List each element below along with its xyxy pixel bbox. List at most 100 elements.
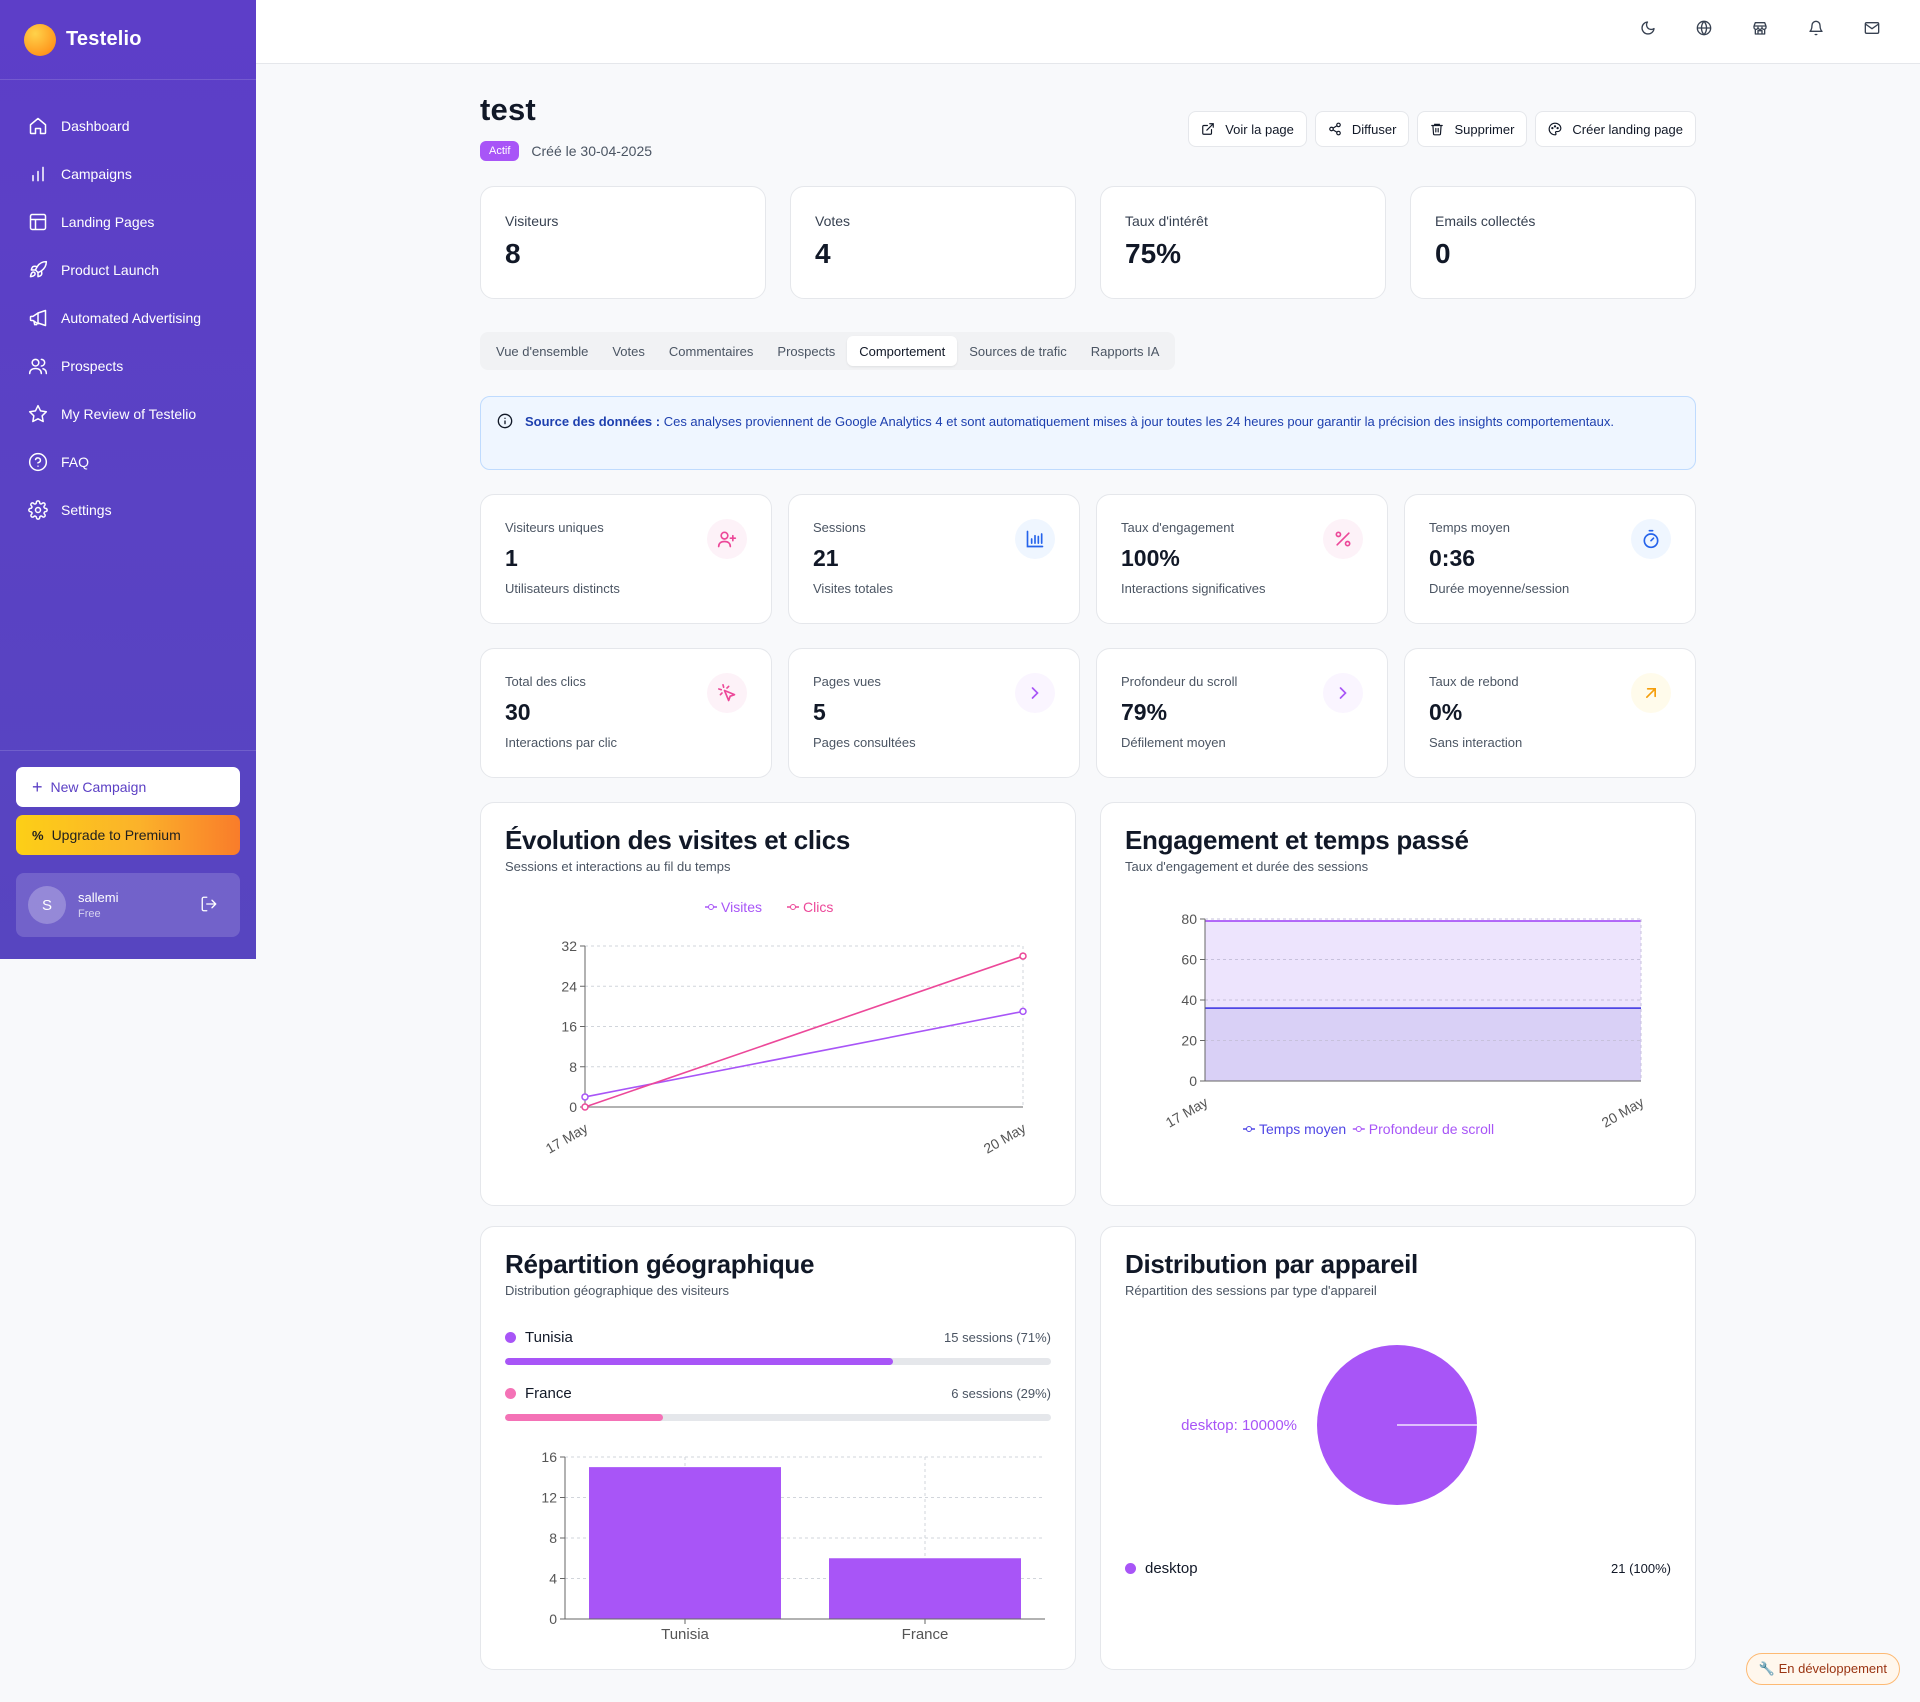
tab-ai-reports[interactable]: Rapports IA — [1090, 343, 1160, 359]
y-tick-label: 0 — [569, 1099, 577, 1115]
store-icon[interactable] — [1752, 20, 1768, 36]
x-tick-label: 17 May — [1163, 1094, 1211, 1131]
user-plan: Free — [78, 908, 101, 920]
trash-icon — [1431, 123, 1444, 136]
data-point — [581, 1093, 589, 1101]
user-name: sallemi — [78, 890, 119, 905]
create-landing-button[interactable]: Créer landing page — [1535, 111, 1696, 147]
sidebar-item-product-launch[interactable]: Product Launch — [0, 246, 256, 294]
stat-label: Taux d'intérêt — [1125, 213, 1208, 229]
tab-comments[interactable]: Commentaires — [668, 343, 754, 359]
sidebar-item-prospects[interactable]: Prospects — [0, 342, 256, 390]
tab-behavior[interactable]: Comportement — [847, 336, 958, 366]
device-dot — [1125, 1563, 1136, 1574]
metric-label: Taux d'engagement — [1121, 520, 1235, 535]
panel-subtitle: Taux d'engagement et durée des sessions — [1125, 859, 1369, 874]
metric-value: 0% — [1429, 699, 1463, 725]
sidebar-item-label: FAQ — [61, 454, 90, 470]
sidebar-item-landing-pages[interactable]: Landing Pages — [0, 198, 256, 246]
view-page-button[interactable]: Voir la page — [1188, 111, 1307, 147]
sidebar-item-settings[interactable]: Settings — [0, 486, 256, 534]
upgrade-premium-button[interactable]: % Upgrade to Premium — [16, 815, 240, 855]
bar — [589, 1467, 781, 1619]
sidebar-item-campaigns[interactable]: Campaigns — [0, 150, 256, 198]
metric-value: 5 — [813, 699, 826, 725]
device-meta: 21 (100%) — [1611, 1561, 1671, 1576]
layout-icon — [29, 213, 47, 231]
y-tick-label: 60 — [1181, 952, 1197, 968]
metric-label: Taux de rebond — [1429, 674, 1519, 689]
panel-title: Évolution des visites et clics — [505, 825, 851, 855]
avatar: S — [28, 886, 66, 924]
metric-label: Temps moyen — [1429, 520, 1510, 535]
tab-prospects[interactable]: Prospects — [777, 343, 836, 359]
bar-chart-icon — [32, 166, 44, 182]
status-row: Actif Créé le 30-04-2025 — [480, 141, 652, 161]
panel-subtitle: Distribution géographique des visiteurs — [505, 1283, 730, 1298]
device-name: desktop — [1125, 1560, 1198, 1577]
moon-icon[interactable] — [1640, 20, 1656, 36]
sidebar-item-automated-advertising[interactable]: Automated Advertising — [0, 294, 256, 342]
legend-label: Temps moyen — [1259, 1121, 1346, 1137]
mail-icon[interactable] — [1864, 20, 1880, 36]
pie-label: desktop: 10000% — [1181, 1417, 1297, 1434]
engagement-panel: Engagement et temps passé Taux d'engagem… — [1100, 802, 1696, 1206]
page-actions: Voir la page Diffuser Supprimer Créer la… — [1188, 111, 1696, 147]
geo-progress — [505, 1414, 1051, 1421]
sidebar-item-dashboard[interactable]: Dashboard — [0, 102, 256, 150]
stat-value: 0 — [1435, 238, 1451, 269]
y-tick-label: 16 — [541, 1449, 557, 1465]
delete-button[interactable]: Supprimer — [1417, 111, 1528, 147]
tab-overview[interactable]: Vue d'ensemble — [496, 343, 589, 359]
panel-subtitle: Sessions et interactions au fil du temps — [505, 859, 731, 874]
y-tick-label: 12 — [541, 1490, 557, 1506]
sidebar-item-label: Product Launch — [61, 262, 160, 278]
sidebar-item-label: Dashboard — [61, 118, 130, 134]
bar-chart-icon — [1015, 519, 1055, 559]
upgrade-label: Upgrade to Premium — [51, 827, 181, 843]
tab-traffic-sources[interactable]: Sources de trafic — [969, 343, 1067, 359]
megaphone-icon — [29, 309, 47, 327]
metric-label: Visiteurs uniques — [505, 520, 604, 535]
brand-logo — [24, 23, 56, 56]
create-landing-label: Créer landing page — [1572, 121, 1683, 137]
chevron-right-icon — [1323, 673, 1363, 713]
metric-card-engagement-rate: Taux d'engagement 100% Interactions sign… — [1096, 494, 1388, 624]
user-plus-icon — [707, 519, 747, 559]
y-tick-label: 32 — [561, 938, 577, 954]
percent-icon — [1323, 519, 1363, 559]
tab-votes[interactable]: Votes — [612, 343, 645, 359]
bell-icon[interactable] — [1808, 20, 1824, 36]
x-tick-label: 20 May — [1599, 1094, 1647, 1131]
logout-icon[interactable] — [200, 895, 218, 913]
chevron-right-icon — [1015, 673, 1055, 713]
metric-card-sessions: Sessions 21 Visites totales — [788, 494, 1080, 624]
legend-marker — [1246, 1126, 1252, 1132]
y-tick-label: 80 — [1181, 911, 1197, 927]
y-tick-label: 40 — [1181, 992, 1197, 1008]
panel-title: Engagement et temps passé — [1125, 825, 1469, 855]
share-button[interactable]: Diffuser — [1314, 111, 1410, 147]
new-campaign-button[interactable]: + New Campaign — [16, 767, 240, 807]
y-tick-label: 24 — [561, 978, 577, 994]
created-date: Créé le 30-04-2025 — [531, 143, 653, 159]
y-tick-label: 16 — [561, 1019, 577, 1035]
stat-card-visitors: Visiteurs 8 — [480, 186, 766, 299]
timer-icon — [1631, 519, 1671, 559]
metric-sub: Pages consultées — [813, 735, 916, 750]
geo-bar-chart: 0 4 8 12 16 Tunisia France — [541, 1449, 1045, 1643]
external-link-icon — [1202, 123, 1215, 135]
stat-value: 75% — [1125, 238, 1182, 269]
metric-sub: Utilisateurs distincts — [505, 581, 620, 596]
sidebar-item-label: My Review of Testelio — [61, 406, 197, 422]
globe-icon[interactable] — [1696, 20, 1712, 36]
sidebar-item-my-review[interactable]: My Review of Testelio — [0, 390, 256, 438]
user-card[interactable]: S sallemi Free — [16, 873, 240, 937]
y-tick-label: 4 — [549, 1571, 557, 1587]
geo-meta: 6 sessions (29%) — [951, 1385, 1051, 1401]
panel-subtitle: Répartition des sessions par type d'appa… — [1125, 1283, 1377, 1298]
y-tick-label: 0 — [1189, 1073, 1197, 1089]
brand[interactable]: Testelio — [0, 0, 256, 80]
sidebar-item-label: Landing Pages — [61, 214, 155, 230]
sidebar-item-faq[interactable]: FAQ — [0, 438, 256, 486]
